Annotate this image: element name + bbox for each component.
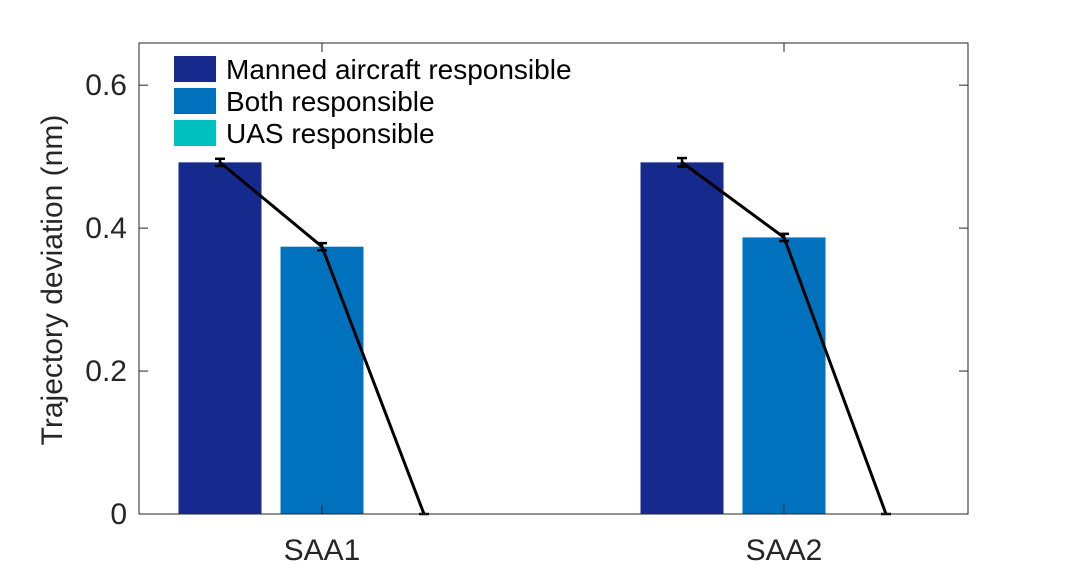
y-tick-label: 0.2 [85, 355, 127, 388]
legend-swatch-2 [174, 88, 216, 114]
bar-saa1-series-1 [178, 162, 262, 514]
y-tick-label: 0.4 [85, 212, 127, 245]
x-tick-label: SAA1 [284, 534, 361, 567]
bar-saa2-series-1 [640, 162, 724, 514]
axes-box [138, 42, 969, 515]
legend-label-2: Both responsible [226, 86, 435, 117]
axes-lines [138, 42, 969, 515]
bars [178, 162, 826, 515]
bar-saa1-series-2 [280, 246, 364, 514]
axes-frame [139, 43, 968, 514]
bar-saa2-series-2 [742, 237, 826, 515]
legend-label-1: Manned aircraft responsible [226, 54, 572, 85]
legend-label-3: UAS responsible [226, 118, 435, 149]
legend-swatch-1 [174, 56, 216, 82]
legend-swatch-3 [174, 120, 216, 146]
y-axis-title: Trajectory deviation (nm) [36, 115, 69, 446]
y-tick-label: 0.6 [85, 69, 127, 102]
x-tick-label: SAA2 [746, 534, 823, 567]
plot-area: 0 0.2 0.4 0.6 SAA1 SAA2 [85, 42, 969, 567]
x-axis-ticks: SAA1 SAA2 [284, 43, 823, 567]
y-axis-ticks: 0 0.2 0.4 0.6 [85, 69, 968, 531]
y-tick-label: 0 [110, 498, 127, 531]
